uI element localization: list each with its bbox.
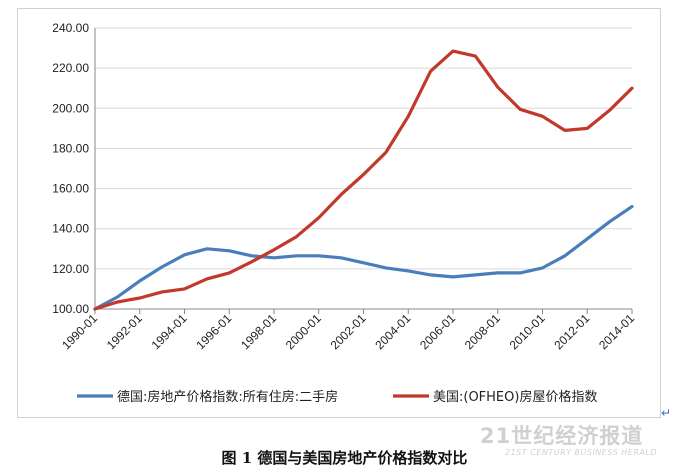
x-tick-label: 2012-01 xyxy=(551,311,592,352)
legend: 德国:房地产价格指数:所有住房:二手房 美国:(OFHEO)房屋价格指数 xyxy=(77,389,597,405)
x-tick-label: 2008-01 xyxy=(462,311,503,352)
y-tick-label: 100.00 xyxy=(52,302,89,316)
y-axis-tick-labels: 100.00 120.00 140.00 160.00 180.00 200.00 220.… xyxy=(52,21,89,316)
x-tick-label: 2006-01 xyxy=(417,311,458,352)
x-tick-label: 2002-01 xyxy=(328,311,369,352)
series-lines xyxy=(93,49,634,311)
x-tick-label: 2010-01 xyxy=(507,311,548,352)
line-chart: 100.00 120.00 140.00 160.00 180.00 200.00 220.… xyxy=(52,21,637,405)
axes xyxy=(94,28,633,314)
y-tick-label: 200.00 xyxy=(52,101,89,115)
y-tick-label: 140.00 xyxy=(52,222,89,236)
gridlines xyxy=(95,27,632,270)
legend-label: 美国:(OFHEO)房屋价格指数 xyxy=(433,389,597,405)
y-tick-label: 220.00 xyxy=(52,61,89,75)
x-tick-label: 1990-01 xyxy=(59,311,100,352)
chart-frame xyxy=(17,8,661,418)
watermark-logo-text: 21世纪经济报道 xyxy=(480,424,644,448)
x-tick-label: 2000-01 xyxy=(283,311,324,352)
x-tick-label: 1996-01 xyxy=(193,311,234,352)
x-tick-label: 1994-01 xyxy=(149,311,190,352)
x-axis-tick-labels: 1990-01 1992-01 1994-01 1996-01 1998-01 2000-… xyxy=(59,311,637,352)
y-tick-label: 160.00 xyxy=(52,182,89,196)
legend-label: 德国:房地产价格指数:所有住房:二手房 xyxy=(117,389,338,405)
series-line-usa xyxy=(93,49,634,311)
y-tick-label: 180.00 xyxy=(52,141,89,155)
x-tick-label: 1992-01 xyxy=(104,311,145,352)
x-tick-label: 2014-01 xyxy=(596,311,637,352)
y-tick-label: 240.00 xyxy=(52,21,89,35)
x-tick-label: 1998-01 xyxy=(238,311,279,352)
figure-caption: 图 1 德国与美国房地产价格指数对比 xyxy=(221,449,468,467)
x-tick-label: 2004-01 xyxy=(372,311,413,352)
y-tick-label: 120.00 xyxy=(52,262,89,276)
paragraph-return-mark: ↵ xyxy=(661,406,672,420)
watermark-subtitle: 21ST CENTURY BUSINESS HERALD xyxy=(505,448,657,457)
series-line-germany xyxy=(93,205,634,311)
